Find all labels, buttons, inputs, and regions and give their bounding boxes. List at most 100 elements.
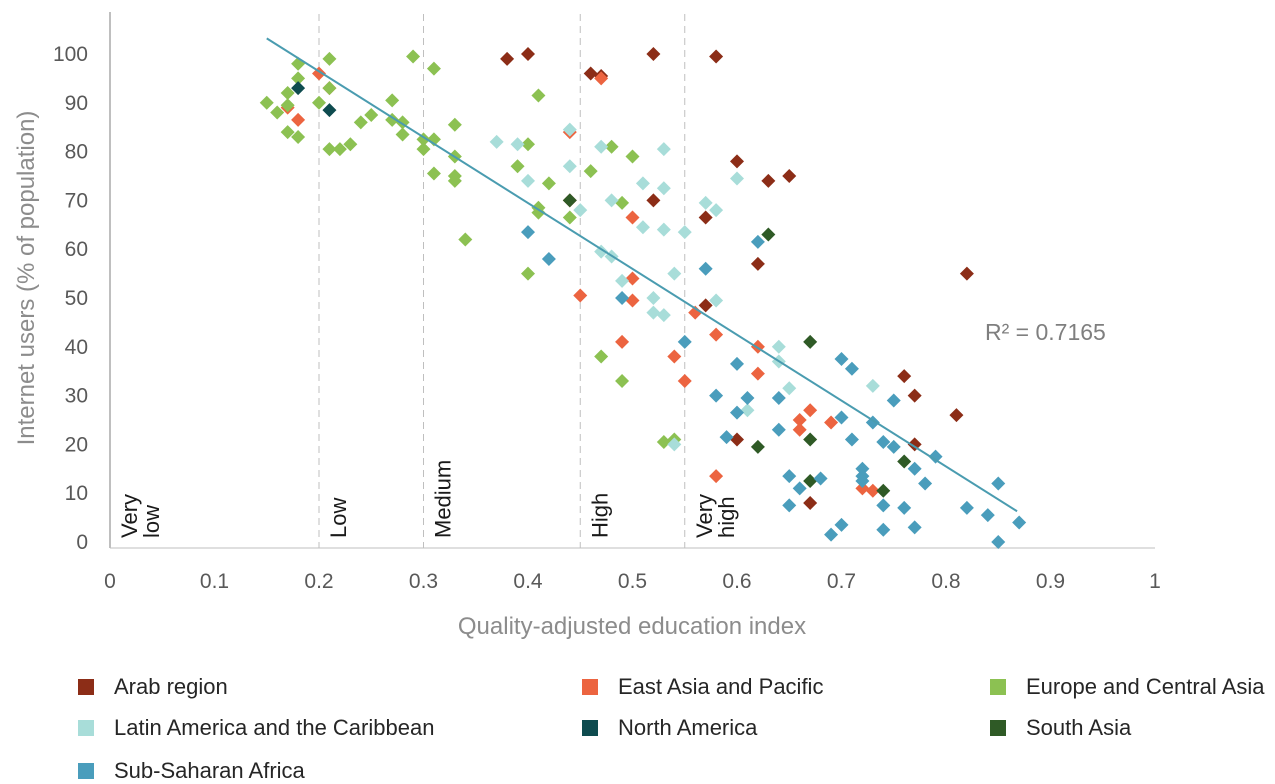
data-point-sub-saharan-africa — [834, 410, 849, 425]
data-point-europe-and-central-asia — [270, 105, 285, 120]
data-point-europe-and-central-asia — [458, 232, 473, 247]
x-tick-label: 0.2 — [304, 570, 333, 593]
data-point-europe-and-central-asia — [322, 51, 337, 66]
data-point-latin-america-and-the-caribbean — [677, 225, 692, 240]
x-tick-label: 0.1 — [200, 570, 229, 593]
data-point-latin-america-and-the-caribbean — [771, 339, 786, 354]
data-point-sub-saharan-africa — [991, 476, 1006, 491]
data-point-latin-america-and-the-caribbean — [646, 305, 661, 320]
data-point-arab-region — [750, 256, 765, 271]
r-squared-label: R² = 0.7165 — [985, 319, 1106, 345]
x-tick-labels: 0 0.1 0.2 0.3 0.4 0.5 0.6 0.7 0.8 0.9 1 — [104, 570, 1161, 593]
data-point-latin-america-and-the-caribbean — [667, 266, 682, 281]
data-point-latin-america-and-the-caribbean — [865, 378, 880, 393]
data-point-latin-america-and-the-caribbean — [730, 171, 744, 186]
data-point-latin-america-and-the-caribbean — [656, 308, 671, 323]
data-point-sub-saharan-africa — [541, 251, 556, 266]
x-tick-label: 0 — [104, 570, 116, 593]
data-point-north-america — [322, 103, 337, 118]
data-point-sub-saharan-africa — [991, 535, 1006, 549]
data-point-latin-america-and-the-caribbean — [709, 203, 724, 218]
data-point-east-asia-and-pacific — [865, 483, 880, 498]
data-point-europe-and-central-asia — [521, 266, 535, 281]
x-tick-label: 0.4 — [513, 570, 543, 593]
band-label: Low — [326, 498, 351, 538]
data-point-arab-region — [646, 47, 661, 61]
data-point-sub-saharan-africa — [855, 461, 870, 476]
data-point-south-asia — [897, 454, 912, 469]
x-tick-label: 0.6 — [722, 570, 751, 593]
data-point-latin-america-and-the-caribbean — [656, 181, 671, 196]
data-point-sub-saharan-africa — [771, 391, 786, 406]
data-point-sub-saharan-africa — [959, 500, 974, 515]
data-point-latin-america-and-the-caribbean — [562, 122, 577, 137]
data-point-south-asia — [562, 193, 577, 208]
data-point-europe-and-central-asia — [395, 115, 410, 130]
data-point-latin-america-and-the-caribbean — [646, 291, 661, 305]
x-tick-label: 0.8 — [931, 570, 960, 593]
data-point-europe-and-central-asia — [280, 86, 295, 101]
data-point-sub-saharan-africa — [521, 225, 535, 240]
x-tick-label: 1 — [1149, 570, 1161, 593]
data-point-south-asia — [761, 227, 776, 242]
data-point-sub-saharan-africa — [844, 361, 859, 376]
data-point-latin-america-and-the-caribbean — [698, 195, 713, 210]
data-point-latin-america-and-the-caribbean — [667, 437, 682, 452]
data-point-sub-saharan-africa — [792, 481, 807, 496]
data-point-europe-and-central-asia — [280, 98, 295, 113]
data-point-europe-and-central-asia — [291, 71, 306, 86]
data-point-east-asia-and-pacific — [855, 481, 870, 496]
data-point-arab-region — [730, 154, 744, 169]
data-point-europe-and-central-asia — [406, 49, 421, 64]
band-label-line2: low — [139, 505, 164, 538]
data-point-europe-and-central-asia — [291, 129, 306, 144]
data-point-latin-america-and-the-caribbean — [562, 159, 577, 174]
y-axis-title: Internet users (% of population) — [13, 111, 40, 446]
data-point-europe-and-central-asia — [531, 88, 546, 103]
data-point-europe-and-central-asia — [343, 137, 358, 152]
data-point-europe-and-central-asia — [332, 142, 347, 157]
data-point-sub-saharan-africa — [876, 434, 891, 449]
data-point-arab-region — [709, 49, 724, 64]
band-label: Very — [117, 494, 142, 538]
data-point-latin-america-and-the-caribbean — [709, 293, 724, 308]
data-point-east-asia-and-pacific — [750, 366, 765, 381]
data-point-latin-america-and-the-caribbean — [635, 220, 650, 235]
data-point-europe-and-central-asia — [426, 132, 441, 147]
x-tick-label: 0.9 — [1036, 570, 1065, 593]
data-point-sub-saharan-africa — [980, 508, 995, 523]
data-point-sub-saharan-africa — [918, 476, 933, 491]
data-point-latin-america-and-the-caribbean — [740, 403, 755, 418]
data-point-south-asia — [803, 432, 818, 447]
data-point-south-asia — [803, 474, 818, 488]
data-point-sub-saharan-africa — [782, 469, 797, 484]
data-points — [259, 47, 1027, 549]
data-point-sub-saharan-africa — [709, 388, 724, 403]
axes — [109, 12, 1155, 549]
y-tick-label: 70 — [65, 189, 88, 212]
data-point-latin-america-and-the-caribbean — [594, 139, 609, 154]
data-point-europe-and-central-asia — [594, 349, 609, 364]
data-point-latin-america-and-the-caribbean — [615, 273, 630, 288]
data-point-south-asia — [803, 334, 818, 349]
data-point-sub-saharan-africa — [907, 461, 922, 476]
band-label: High — [587, 493, 612, 538]
trendline-line — [266, 37, 1018, 513]
data-point-east-asia-and-pacific — [625, 271, 640, 286]
data-point-arab-region — [698, 298, 713, 313]
data-point-sub-saharan-africa — [855, 474, 870, 488]
data-point-europe-and-central-asia — [322, 142, 337, 157]
data-point-arab-region — [907, 388, 922, 403]
data-point-arab-region — [646, 193, 661, 208]
data-point-sub-saharan-africa — [876, 522, 891, 537]
data-point-europe-and-central-asia — [615, 373, 630, 388]
data-point-east-asia-and-pacific — [625, 210, 640, 225]
data-point-latin-america-and-the-caribbean — [635, 176, 650, 191]
data-point-europe-and-central-asia — [531, 205, 546, 220]
data-point-sub-saharan-africa — [771, 422, 786, 437]
data-point-north-america — [291, 81, 306, 96]
data-point-sub-saharan-africa — [824, 527, 839, 542]
y-tick-label: 50 — [65, 287, 88, 310]
